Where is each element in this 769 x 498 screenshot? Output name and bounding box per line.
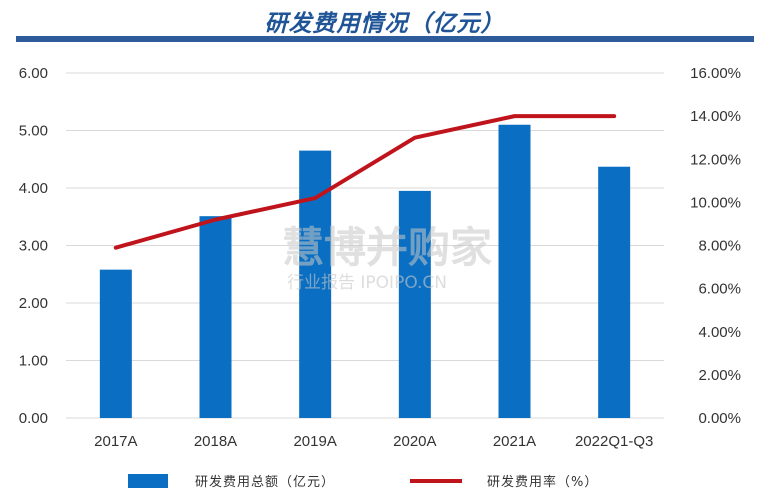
y-left-tick: 2.00	[19, 295, 48, 312]
right-axis-ticks: 0.00% 2.00% 4.00% 6.00% 8.00% 10.00% 12.00% 14.…	[690, 65, 741, 427]
line-series	[113, 114, 617, 250]
y-right-tick: 14.00%	[690, 108, 741, 125]
x-axis-ticks: 2017A 2018A 2019A 2020A 2021A 2022Q1-Q3	[94, 433, 653, 450]
gridlines	[66, 72, 664, 419]
x-tick: 2017A	[94, 433, 137, 450]
y-right-tick: 10.00%	[690, 194, 741, 211]
chart-title: 研发费用情况（亿元）	[264, 10, 505, 37]
x-tick: 2020A	[393, 433, 436, 450]
y-right-tick: 0.00%	[698, 410, 741, 427]
bar	[598, 166, 631, 418]
x-tick: 2022Q1-Q3	[575, 433, 653, 450]
y-right-tick: 2.00%	[698, 367, 741, 384]
bar	[199, 216, 232, 418]
watermark-sub: 行业报告 IPOIPO.CN	[287, 273, 447, 293]
x-tick: 2021A	[493, 433, 536, 450]
y-left-tick: 1.00	[19, 353, 48, 370]
x-tick: 2018A	[194, 433, 237, 450]
legend-bar-swatch	[128, 474, 168, 488]
bar	[299, 150, 332, 418]
y-right-tick: 4.00%	[698, 324, 741, 341]
bar-series	[99, 124, 631, 418]
bar	[498, 124, 531, 418]
y-right-tick: 8.00%	[698, 238, 741, 255]
y-left-tick: 4.00	[19, 180, 48, 197]
legend-line-label: 研发费用率（%）	[487, 474, 598, 490]
bar	[99, 269, 132, 418]
y-right-tick: 6.00%	[698, 281, 741, 298]
y-left-tick: 0.00	[19, 410, 48, 427]
rate-line	[113, 114, 617, 250]
left-axis-ticks: 0.00 1.00 2.00 3.00 4.00 5.00 6.00	[19, 65, 48, 427]
y-left-tick: 6.00	[19, 65, 48, 82]
x-tick: 2019A	[293, 433, 336, 450]
title-underline	[16, 36, 754, 42]
legend-bar-label: 研发费用总额（亿元）	[195, 474, 335, 490]
y-left-tick: 3.00	[19, 238, 48, 255]
legend: 研发费用总额（亿元） 研发费用率（%）	[128, 474, 598, 490]
watermark-main: 慧博并购家	[282, 223, 492, 272]
watermark: 慧博并购家 行业报告 IPOIPO.CN	[282, 223, 492, 293]
bar	[398, 190, 431, 418]
y-left-tick: 5.00	[19, 123, 48, 140]
y-right-tick: 16.00%	[690, 65, 741, 82]
y-right-tick: 12.00%	[690, 151, 741, 168]
